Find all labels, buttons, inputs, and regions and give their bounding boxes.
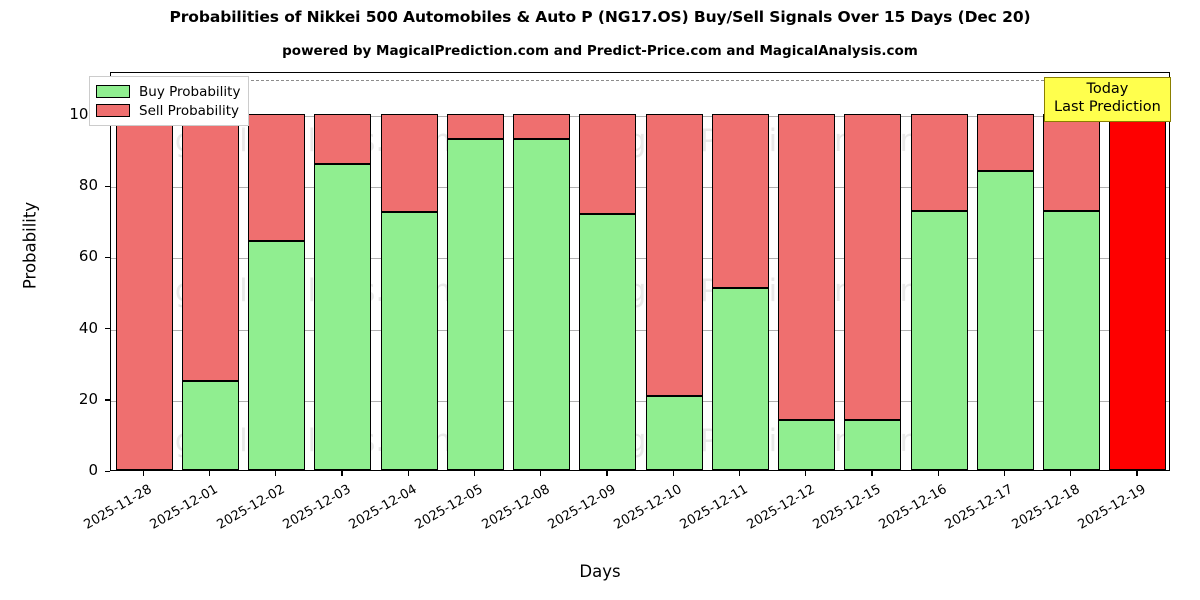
y-tick-label: 20	[78, 389, 98, 408]
bar-segment-sell[interactable]	[513, 113, 571, 140]
bar-segment-sell[interactable]	[579, 113, 637, 215]
bar-segment-buy[interactable]	[248, 240, 306, 470]
bar-segment-buy[interactable]	[778, 420, 836, 470]
bar-segment-buy[interactable]	[711, 288, 769, 470]
legend-swatch-buy-icon	[96, 85, 130, 98]
legend-item-buy: Buy Probability	[96, 82, 240, 101]
x-tick-mark	[341, 471, 343, 476]
x-tick-mark	[1136, 471, 1138, 476]
bar-segment-sell[interactable]	[181, 113, 239, 381]
bar-segment-buy[interactable]	[446, 139, 504, 470]
x-axis-label: Days	[579, 562, 621, 581]
x-tick-mark	[871, 471, 873, 476]
x-tick-mark	[937, 471, 939, 476]
bar-group[interactable]	[976, 73, 1034, 470]
bar-segment-sell[interactable]	[115, 113, 173, 470]
bar-segment-sell[interactable]	[711, 113, 769, 289]
bar-group[interactable]	[115, 73, 173, 470]
bar-segment-sell[interactable]	[844, 113, 902, 421]
x-tick-mark	[1003, 471, 1006, 476]
chart-legend: Buy Probability Sell Probability	[89, 76, 250, 126]
y-tick-mark	[105, 470, 110, 472]
legend-label-buy: Buy Probability	[139, 83, 241, 100]
bar-segment-sell[interactable]	[976, 113, 1034, 171]
y-tick-label: 80	[78, 176, 98, 194]
x-tick-mark	[805, 471, 807, 476]
bar-group[interactable]	[314, 73, 372, 470]
today-annotation: Today Last Prediction	[1044, 77, 1171, 123]
today-annotation-line1: Today	[1086, 81, 1129, 97]
bar-group[interactable]	[248, 73, 306, 470]
bar-segment-buy[interactable]	[976, 170, 1034, 470]
y-tick-mark	[105, 328, 110, 330]
legend-label-sell: Sell Probability	[139, 102, 240, 119]
gridline	[111, 258, 1169, 260]
bar-segment-today[interactable]	[1109, 113, 1167, 470]
bar-group[interactable]	[513, 73, 571, 470]
legend-swatch-sell-icon	[96, 104, 130, 117]
x-tick-mark	[540, 471, 542, 476]
today-annotation-line2: Last Prediction	[1054, 98, 1161, 115]
bar-segment-sell[interactable]	[446, 113, 504, 140]
bar-segment-sell[interactable]	[314, 113, 372, 164]
x-tick-mark	[1070, 471, 1072, 476]
plot-area: MagicalAnalysis.comMagicalPrediction.com…	[110, 72, 1170, 471]
bar-segment-sell[interactable]	[248, 113, 306, 241]
bar-segment-buy[interactable]	[181, 380, 239, 470]
bar-segment-sell[interactable]	[910, 113, 968, 212]
y-tick-mark	[105, 399, 110, 401]
legend-item-sell: Sell Probability	[96, 101, 240, 120]
y-tick-label: 0	[88, 461, 98, 479]
bar-segment-sell[interactable]	[778, 113, 836, 421]
gridline	[111, 115, 1169, 117]
x-tick-mark	[275, 471, 277, 476]
bar-group[interactable]	[645, 73, 703, 470]
y-tick-mark	[105, 256, 110, 259]
bar-group[interactable]	[844, 73, 902, 470]
y-tick-mark	[105, 185, 110, 187]
bar-segment-sell[interactable]	[1043, 113, 1101, 212]
bar-segment-buy[interactable]	[645, 395, 703, 470]
gridline	[111, 329, 1169, 331]
reference-dashed-line	[111, 80, 1169, 82]
bar-segment-buy[interactable]	[1043, 211, 1101, 470]
chart-title: Probabilities of Nikkei 500 Automobiles …	[169, 8, 1031, 26]
bar-group[interactable]	[446, 73, 504, 470]
bar-segment-buy[interactable]	[314, 163, 372, 470]
bar-segment-buy[interactable]	[579, 214, 637, 470]
y-axis-label: Probability	[20, 201, 40, 290]
bar-segment-buy[interactable]	[844, 420, 902, 470]
y-tick-label: 60	[78, 247, 98, 266]
bar-segment-buy[interactable]	[380, 212, 438, 470]
bar-group[interactable]	[1109, 73, 1167, 470]
bar-group[interactable]	[1043, 73, 1101, 470]
bar-group[interactable]	[711, 73, 769, 470]
x-tick-mark	[473, 471, 476, 476]
bar-group[interactable]	[579, 73, 637, 470]
gridline	[111, 187, 1169, 188]
x-tick-mark	[738, 471, 741, 476]
x-tick-mark	[672, 471, 674, 476]
chart-subtitle: powered by MagicalPrediction.com and Pre…	[282, 43, 918, 59]
gridline	[111, 400, 1169, 402]
bar-segment-sell[interactable]	[380, 113, 438, 213]
bar-segment-buy[interactable]	[910, 211, 968, 470]
x-tick-mark	[606, 471, 608, 476]
x-tick-mark	[407, 471, 409, 476]
bar-segment-sell[interactable]	[645, 113, 703, 396]
y-tick-label: 40	[78, 318, 98, 337]
bar-group[interactable]	[778, 73, 836, 470]
bar-group[interactable]	[910, 73, 968, 470]
x-tick-mark	[142, 471, 144, 476]
bar-group[interactable]	[181, 73, 239, 470]
bar-group[interactable]	[380, 73, 438, 470]
bar-segment-buy[interactable]	[513, 139, 571, 470]
x-tick-mark	[208, 471, 211, 476]
